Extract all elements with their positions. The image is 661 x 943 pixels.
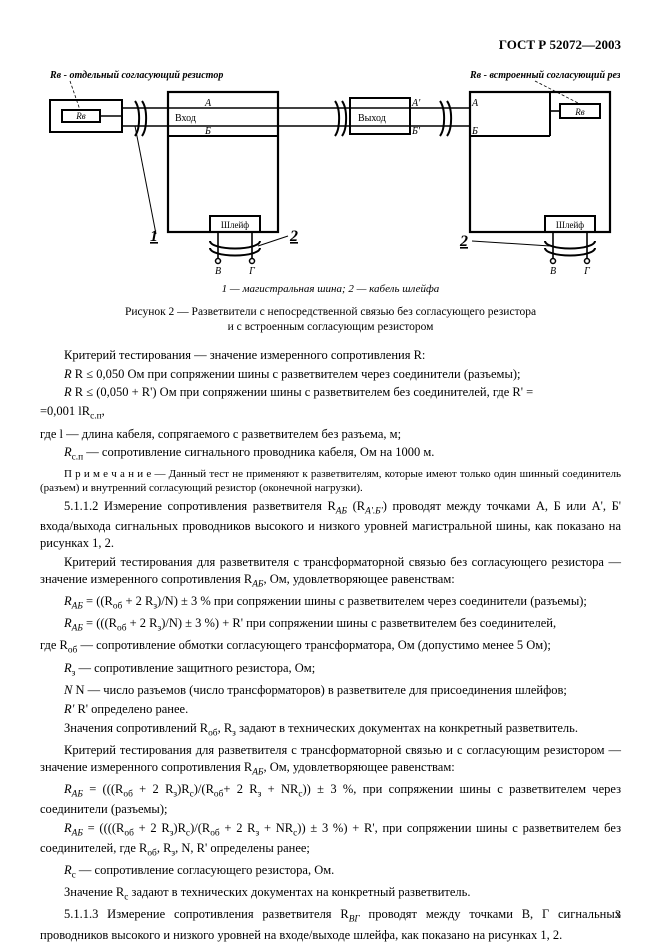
svg-text:А': А' bbox=[411, 98, 421, 109]
note: П р и м е ч а н и е — Данный тест не при… bbox=[40, 467, 621, 497]
svg-text:2: 2 bbox=[289, 228, 298, 245]
header-doc-id: ГОСТ Р 52072—2003 bbox=[499, 36, 621, 54]
right-resistor-label: Rв - встроенный согласующий резистор bbox=[469, 70, 620, 81]
svg-text:Б: Б bbox=[471, 126, 478, 137]
svg-text:Rв: Rв bbox=[75, 111, 85, 121]
svg-text:Г: Г bbox=[583, 266, 590, 276]
body-text: Критерий тестирования — значение измерен… bbox=[40, 347, 621, 943]
svg-text:Б: Б bbox=[204, 126, 211, 137]
svg-text:А: А bbox=[471, 98, 479, 109]
svg-text:2: 2 bbox=[459, 233, 468, 250]
svg-text:1: 1 bbox=[150, 228, 158, 245]
svg-text:Г: Г bbox=[248, 266, 255, 276]
svg-text:В: В bbox=[215, 266, 221, 276]
svg-text:Б': Б' bbox=[411, 126, 421, 137]
criteria-line: Критерий тестирования — значение измерен… bbox=[40, 347, 621, 364]
svg-text:Выход: Выход bbox=[358, 113, 386, 124]
svg-text:Шлейф: Шлейф bbox=[556, 220, 584, 230]
svg-text:Rв: Rв bbox=[574, 107, 584, 117]
svg-text:В: В bbox=[550, 266, 556, 276]
svg-text:Шлейф: Шлейф bbox=[221, 220, 249, 230]
page: ГОСТ Р 52072—2003 Rв - отдельный согласу… bbox=[0, 0, 661, 936]
figure-2-diagram: Rв - отдельный согласующий резистор Rв -… bbox=[40, 66, 620, 276]
figure-title: Рисунок 2 — Разветвители с непосредствен… bbox=[40, 305, 621, 335]
svg-text:А: А bbox=[204, 98, 212, 109]
page-number: 3 bbox=[615, 906, 621, 922]
figure-legend: 1 — магистральная шина; 2 — кабель шлейф… bbox=[40, 282, 621, 297]
left-resistor-label: Rв - отдельный согласующий резистор bbox=[49, 70, 223, 81]
svg-text:Вход: Вход bbox=[175, 113, 196, 124]
